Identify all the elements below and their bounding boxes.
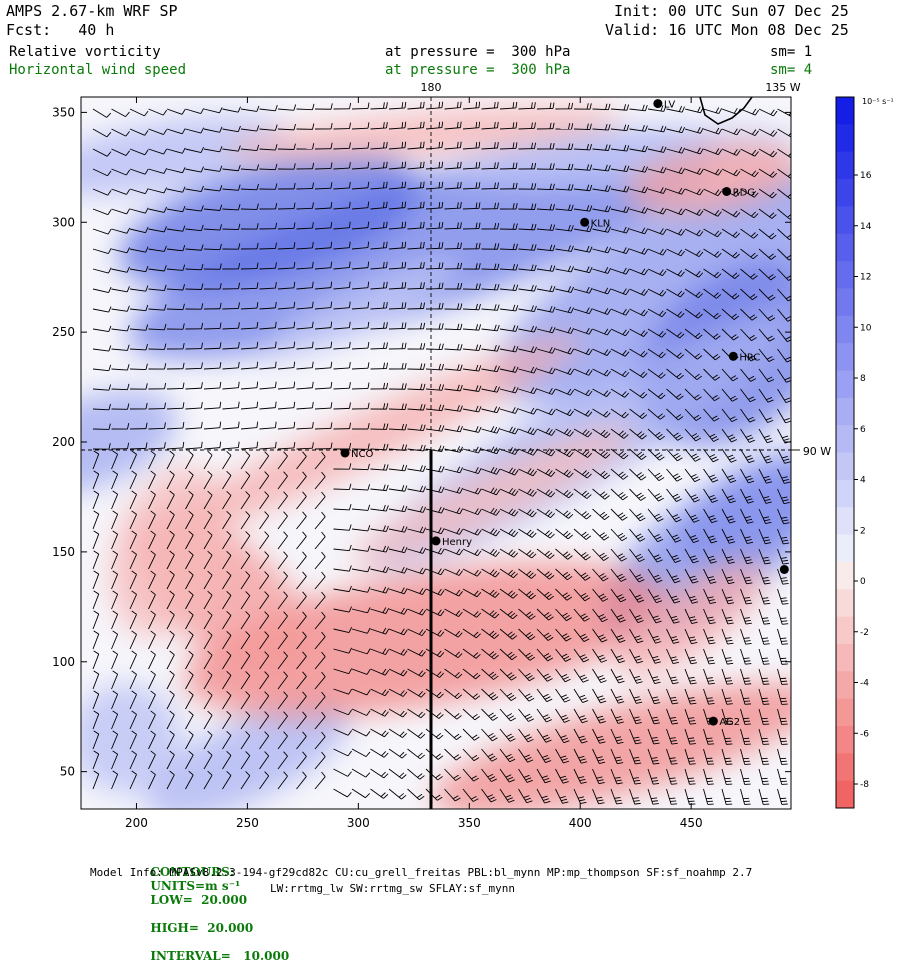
- y-tick-label: 100: [52, 655, 75, 669]
- station-marker: [780, 565, 789, 574]
- colorbar-segment: [836, 316, 854, 344]
- colorbar-segment: [836, 699, 854, 727]
- colorbar-segment: [836, 398, 854, 426]
- colorbar-segment: [836, 97, 854, 125]
- contours-low: LOW= 20.000: [150, 893, 247, 907]
- colorbar-label: -4: [860, 679, 869, 689]
- station-label: Henry: [442, 537, 472, 548]
- colorbar-label: 14: [860, 222, 872, 232]
- colorbar-segment: [836, 370, 854, 398]
- colorbar-segment: [836, 589, 854, 617]
- contours-units: UNITS=m s⁻¹: [150, 879, 240, 893]
- colorbar-segment: [836, 507, 854, 535]
- colorbar-segment: [836, 425, 854, 453]
- station-marker: [580, 218, 589, 227]
- station-marker: [653, 99, 662, 108]
- colorbar-label: 8: [860, 374, 866, 384]
- station-marker: [341, 449, 350, 458]
- y-tick-label: 150: [52, 545, 75, 559]
- lon-label-135w: 135 W: [765, 81, 800, 94]
- colorbar-segment: [836, 453, 854, 481]
- colorbar-unit: 10⁻⁵ s⁻¹: [862, 97, 894, 106]
- station-label: NCO: [351, 449, 373, 460]
- colorbar-label: 2: [860, 526, 866, 536]
- colorbar-segment: [836, 261, 854, 289]
- x-tick-label: 250: [236, 816, 259, 830]
- y-tick-label: 50: [60, 765, 75, 779]
- station-label: LV: [664, 100, 675, 111]
- station-label: RDG: [733, 187, 755, 198]
- model-info: Model Info: MPASv8.2.3-194-gf29cd82c CU:…: [90, 866, 752, 879]
- station-marker: [729, 352, 738, 361]
- vorticity-field: [0, 86, 875, 844]
- colorbar-label: 10: [860, 323, 872, 333]
- y-tick-label: 200: [52, 435, 75, 449]
- x-tick-label: 400: [569, 816, 592, 830]
- y-tick-label: 300: [52, 215, 75, 229]
- station-marker: [722, 187, 731, 196]
- colorbar-segment: [836, 753, 854, 781]
- colorbar-label: 0: [860, 577, 866, 587]
- contours-interval: INTERVAL= 10.000: [150, 949, 289, 963]
- model-info-2: LW:rrtmg_lw SW:rrtmg_sw SFLAY:sf_mynn: [270, 882, 515, 895]
- station-label: KLN: [591, 218, 611, 229]
- colorbar-label: -6: [860, 729, 869, 739]
- colorbar: 16 14 12 10 8 6 4 2 0 -2 -4 -6 -8: [836, 97, 872, 809]
- station-marker: [709, 717, 718, 726]
- x-tick-label: 350: [458, 816, 481, 830]
- colorbar-segment: [836, 343, 854, 371]
- colorbar-segment: [836, 179, 854, 207]
- colorbar-label: 4: [860, 476, 866, 486]
- colorbar-label: 6: [860, 425, 866, 435]
- colorbar-label: 16: [860, 171, 872, 181]
- colorbar-segment: [836, 152, 854, 180]
- station-label: AG2: [719, 717, 740, 728]
- colorbar-segment: [836, 644, 854, 672]
- colorbar-segment: [836, 206, 854, 234]
- x-tick-label: 450: [680, 816, 703, 830]
- x-tick-label: 200: [125, 816, 148, 830]
- lon-label-180: 180: [421, 81, 442, 94]
- colorbar-label: -8: [860, 780, 869, 790]
- colorbar-segment: [836, 288, 854, 316]
- colorbar-segment: [836, 234, 854, 262]
- colorbar-segment: [836, 535, 854, 563]
- station-marker: [432, 536, 441, 545]
- colorbar-label: -2: [860, 628, 869, 638]
- colorbar-segment: [836, 562, 854, 590]
- y-tick-label: 350: [52, 105, 75, 119]
- colorbar-label: 12: [860, 273, 871, 283]
- colorbar-segment: [836, 671, 854, 699]
- lon-label-90w: 90 W: [803, 445, 831, 458]
- colorbar-segment: [836, 781, 854, 809]
- colorbar-segment: [836, 480, 854, 508]
- colorbar-segment: [836, 124, 854, 152]
- contours-high: HIGH= 20.000: [150, 921, 253, 935]
- x-tick-label: 300: [347, 816, 370, 830]
- y-tick-label: 250: [52, 325, 75, 339]
- station-label: HRC: [739, 352, 760, 363]
- colorbar-segment: [836, 726, 854, 754]
- colorbar-segment: [836, 617, 854, 645]
